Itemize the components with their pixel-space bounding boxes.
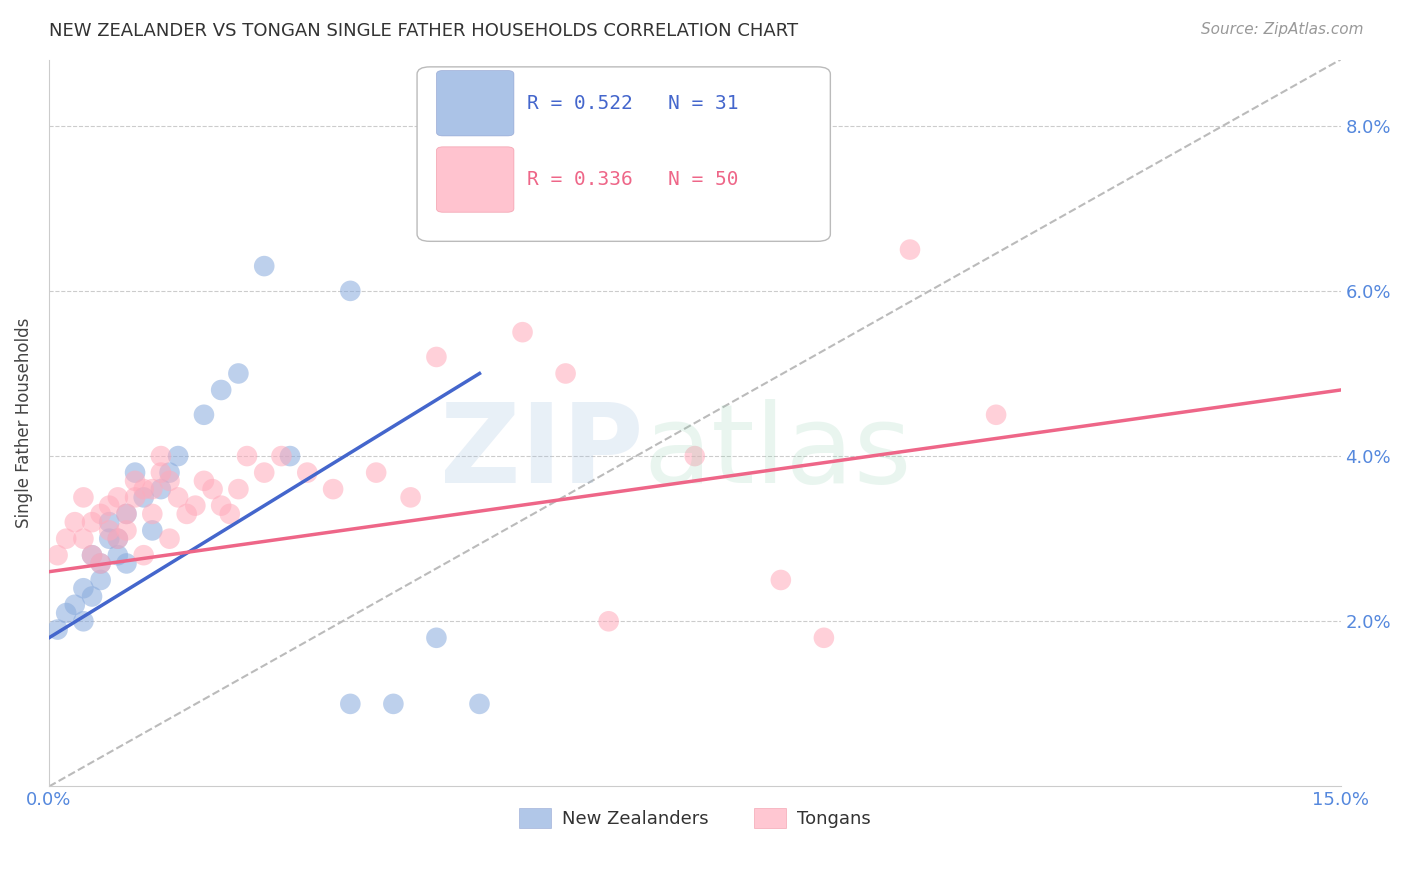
Point xyxy=(98,499,121,513)
Point xyxy=(132,482,155,496)
Point xyxy=(451,201,474,215)
Point xyxy=(55,532,77,546)
FancyBboxPatch shape xyxy=(418,67,831,242)
Point xyxy=(124,491,146,505)
Point xyxy=(72,532,94,546)
Point xyxy=(167,491,190,505)
Point xyxy=(382,697,405,711)
Point xyxy=(236,449,259,463)
Point xyxy=(176,507,198,521)
Point xyxy=(813,631,835,645)
Point xyxy=(984,408,1007,422)
Point xyxy=(115,524,138,538)
Text: ZIP: ZIP xyxy=(440,399,643,506)
Point xyxy=(90,557,112,571)
Point xyxy=(149,449,172,463)
Text: R = 0.336   N = 50: R = 0.336 N = 50 xyxy=(527,170,738,189)
Point xyxy=(228,367,250,381)
Point xyxy=(107,548,129,562)
Point xyxy=(80,548,103,562)
Point xyxy=(124,474,146,488)
Point xyxy=(72,491,94,505)
Point xyxy=(46,548,69,562)
Point xyxy=(512,325,534,339)
Point xyxy=(98,515,121,529)
Point xyxy=(80,548,103,562)
Point xyxy=(270,449,292,463)
Text: atlas: atlas xyxy=(643,399,911,506)
Legend: New Zealanders, Tongans: New Zealanders, Tongans xyxy=(512,800,879,836)
Point xyxy=(468,697,491,711)
Point xyxy=(72,581,94,595)
Text: R = 0.522   N = 31: R = 0.522 N = 31 xyxy=(527,94,738,112)
Point xyxy=(159,466,181,480)
Text: NEW ZEALANDER VS TONGAN SINGLE FATHER HOUSEHOLDS CORRELATION CHART: NEW ZEALANDER VS TONGAN SINGLE FATHER HO… xyxy=(49,22,799,40)
Point xyxy=(253,466,276,480)
Point xyxy=(98,524,121,538)
Point xyxy=(218,507,240,521)
Point xyxy=(141,507,163,521)
Point xyxy=(124,466,146,480)
Point xyxy=(115,507,138,521)
Point xyxy=(193,474,215,488)
Point xyxy=(107,532,129,546)
Text: Source: ZipAtlas.com: Source: ZipAtlas.com xyxy=(1201,22,1364,37)
Point xyxy=(278,449,301,463)
Point xyxy=(80,515,103,529)
Point xyxy=(107,532,129,546)
Point xyxy=(90,507,112,521)
Point xyxy=(115,507,138,521)
FancyBboxPatch shape xyxy=(436,147,515,212)
Point xyxy=(201,482,224,496)
Point xyxy=(209,499,232,513)
Point xyxy=(339,284,361,298)
Point xyxy=(132,491,155,505)
FancyBboxPatch shape xyxy=(436,70,515,136)
Point xyxy=(366,466,388,480)
Point xyxy=(115,557,138,571)
Point xyxy=(159,474,181,488)
Point xyxy=(132,548,155,562)
Point xyxy=(167,449,190,463)
Point xyxy=(159,532,181,546)
Point xyxy=(90,573,112,587)
Point xyxy=(107,491,129,505)
Point xyxy=(898,243,921,257)
Point xyxy=(228,482,250,496)
Point xyxy=(149,482,172,496)
Point xyxy=(63,515,86,529)
Point xyxy=(55,606,77,620)
Point xyxy=(554,367,576,381)
Point xyxy=(141,482,163,496)
Point xyxy=(46,623,69,637)
Point xyxy=(209,383,232,397)
Point xyxy=(297,466,319,480)
Point xyxy=(90,557,112,571)
Point xyxy=(80,590,103,604)
Point xyxy=(769,573,792,587)
Point xyxy=(253,259,276,273)
Point xyxy=(193,408,215,422)
Point xyxy=(149,466,172,480)
Point xyxy=(339,697,361,711)
Point xyxy=(425,631,447,645)
Point xyxy=(72,615,94,629)
Point xyxy=(399,491,422,505)
Y-axis label: Single Father Households: Single Father Households xyxy=(15,318,32,528)
Point xyxy=(98,532,121,546)
Point xyxy=(63,598,86,612)
Point xyxy=(322,482,344,496)
Point xyxy=(425,350,447,364)
Point xyxy=(683,449,706,463)
Point xyxy=(184,499,207,513)
Point xyxy=(598,615,620,629)
Point xyxy=(141,524,163,538)
